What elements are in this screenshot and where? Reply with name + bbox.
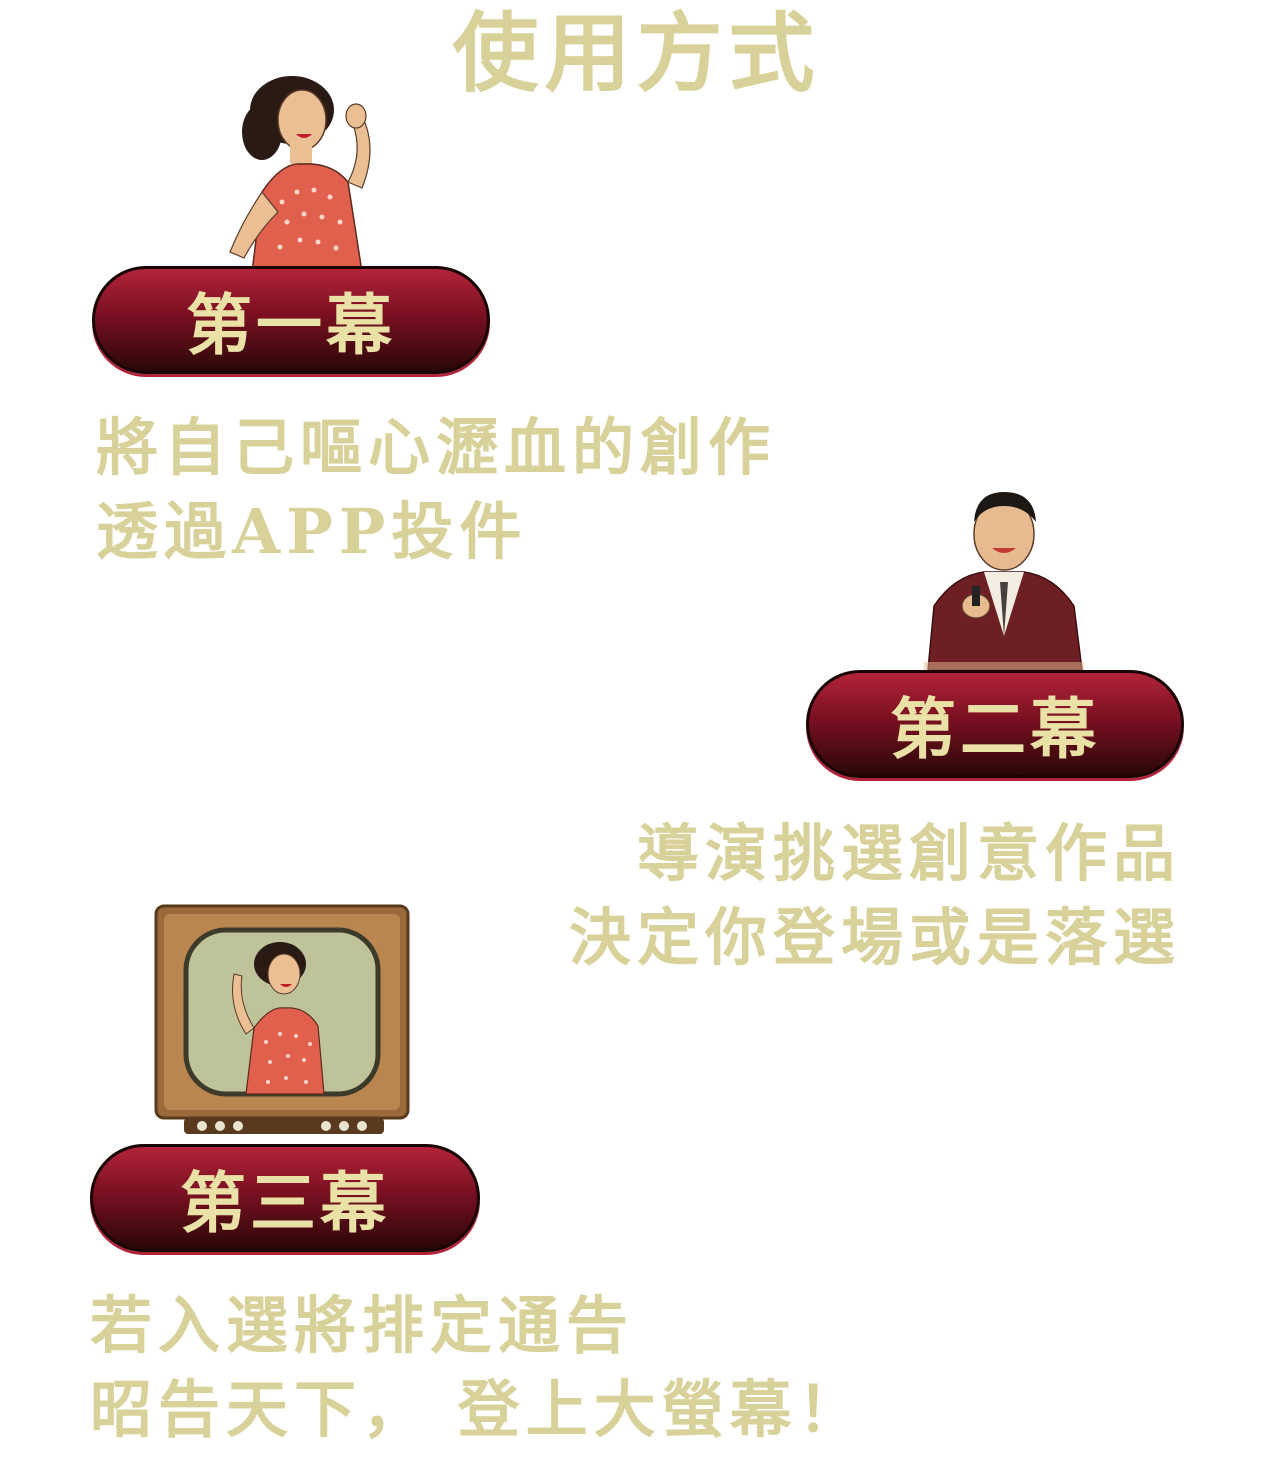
act-3-description: 若入選將排定通告 昭告天下， 登上大螢幕！ (90, 1284, 866, 1452)
act-2-badge: 第二幕 (806, 670, 1184, 778)
act-1-badge: 第一幕 (92, 266, 490, 374)
act-2-line-2: 決定你登場或是落選 (568, 901, 1181, 974)
page-title: 使用方式 (452, 3, 821, 104)
act-2-line-1: 導演挑選創意作品 (636, 817, 1181, 890)
retro-man-microphone-illustration (924, 492, 1084, 670)
act-1-description: 將自己嘔心瀝血的創作 透過APP投件 (96, 406, 776, 574)
act-1-line-1: 將自己嘔心瀝血的創作 (96, 411, 777, 484)
act-1-line-2: 透過APP投件 (96, 495, 528, 568)
retro-tv-woman-illustration (154, 904, 410, 1134)
act-3-label: 第三幕 (180, 1164, 390, 1242)
act-2-description: 導演挑選創意作品 決定你登場或是落選 (569, 812, 1181, 980)
retro-woman-illustration (229, 76, 371, 272)
act-3-badge: 第三幕 (90, 1144, 480, 1252)
act-3-line-1: 若入選將排定通告 (90, 1289, 635, 1362)
act-3-line-2: 昭告天下， 登上大螢幕！ (90, 1373, 866, 1446)
act-2-label: 第二幕 (890, 690, 1100, 768)
act-1-label: 第一幕 (186, 286, 396, 364)
